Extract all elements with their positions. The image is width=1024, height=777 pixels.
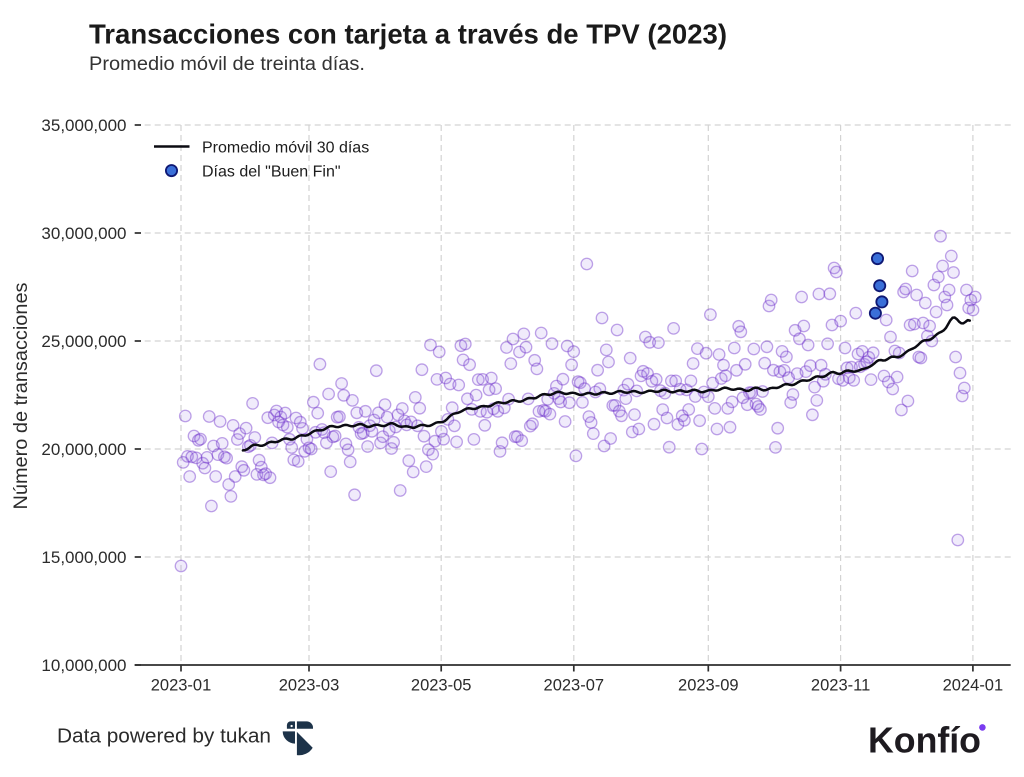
svg-text:2023-07: 2023-07 [544, 677, 605, 695]
svg-text:15,000,000: 15,000,000 [41, 548, 126, 567]
svg-text:Promedio móvil 30 días: Promedio móvil 30 días [202, 139, 369, 156]
svg-text:Promedio móvil de treinta días: Promedio móvil de treinta días. [89, 54, 365, 75]
svg-text:Data powered by tukan: Data powered by tukan [57, 726, 271, 748]
svg-text:20,000,000: 20,000,000 [41, 440, 126, 459]
svg-text:2024-01: 2024-01 [943, 677, 1004, 695]
svg-text:2023-01: 2023-01 [151, 677, 212, 695]
svg-text:25,000,000: 25,000,000 [41, 332, 126, 351]
svg-text:Número de transacciones: Número de transacciones [11, 283, 32, 510]
svg-text:2023-05: 2023-05 [411, 677, 472, 695]
svg-text:35,000,000: 35,000,000 [41, 116, 126, 135]
svg-text:Días del "Buen Fin": Días del "Buen Fin" [202, 163, 341, 180]
svg-text:2023-09: 2023-09 [678, 677, 739, 695]
svg-text:2023-03: 2023-03 [279, 677, 340, 695]
svg-text:30,000,000: 30,000,000 [41, 224, 126, 243]
svg-text:Konfío: Konfío [868, 720, 981, 761]
svg-text:Transacciones con tarjeta a tr: Transacciones con tarjeta a través de TP… [89, 18, 727, 49]
svg-text:10,000,000: 10,000,000 [41, 656, 126, 675]
svg-text:2023-11: 2023-11 [811, 677, 870, 695]
